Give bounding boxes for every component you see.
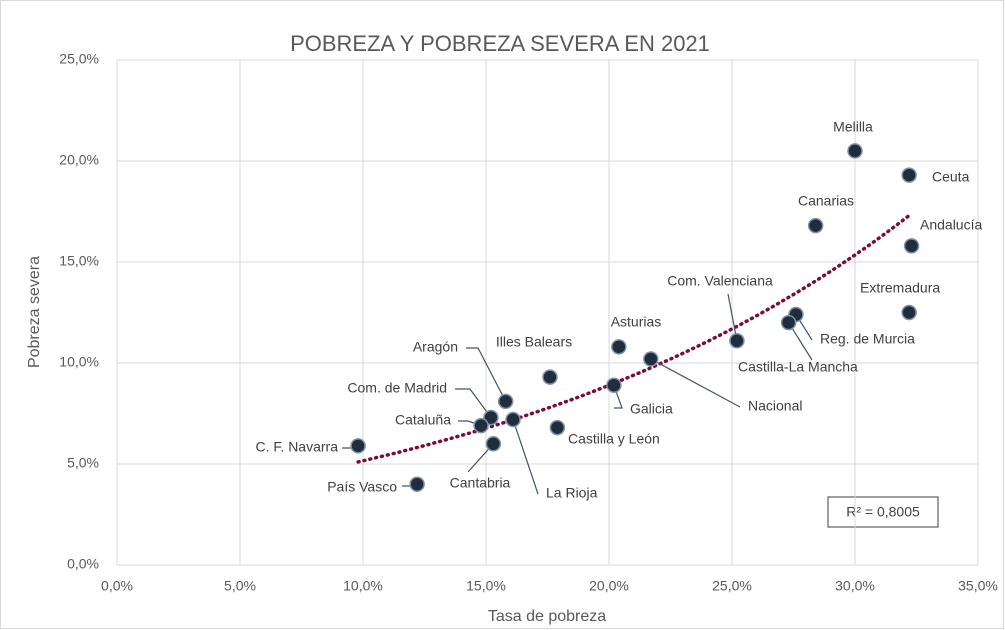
chart-title: POBREZA Y POBREZA SEVERA EN 2021: [290, 31, 710, 56]
point: [780, 314, 797, 331]
leader-line: [466, 347, 507, 402]
x-tick-label: 20,0%: [589, 578, 629, 594]
point: [606, 377, 622, 393]
data-label: Andalucía: [920, 217, 982, 233]
data-label: Extremadura: [860, 280, 940, 296]
data-label: Reg. de Murcia: [820, 331, 915, 347]
y-tick-label: 5,0%: [67, 455, 99, 471]
data-label: Galicia: [630, 401, 673, 417]
data-label: País Vasco: [327, 479, 397, 495]
x-tick-label: 5,0%: [224, 578, 256, 594]
data-label: Castilla-La Mancha: [738, 359, 858, 375]
leader-line: [727, 293, 738, 341]
y-tick-label: 25,0%: [59, 51, 99, 67]
data-label: Asturias: [611, 314, 662, 330]
data-label: Cataluña: [395, 412, 451, 428]
point: [483, 409, 499, 426]
data-label: C. F. Navarra: [256, 439, 339, 455]
point: [901, 167, 917, 183]
annotation-box: [827, 496, 939, 528]
y-tick-label: 15,0%: [59, 253, 99, 269]
data-label: Nacional: [748, 398, 802, 414]
x-tick-label: 15,0%: [466, 578, 506, 594]
point: [473, 417, 489, 434]
x-tick-label: 0,0%: [101, 578, 133, 594]
data-label: Castilla y León: [568, 431, 660, 447]
y-tick-label: 0,0%: [67, 556, 99, 572]
x-tick-label: 35,0%: [958, 578, 998, 594]
leader-line: [512, 419, 539, 495]
point: [542, 369, 558, 385]
data-label: Com. de Madrid: [347, 380, 447, 396]
point: [807, 217, 824, 234]
point: [903, 238, 920, 254]
point: [847, 143, 863, 159]
x-tick-label: 10,0%: [343, 578, 383, 594]
data-label: Cantabria: [450, 475, 511, 491]
annotation: R² = 0,8005: [846, 504, 920, 520]
x-tick-label: 30,0%: [835, 578, 875, 594]
point: [497, 393, 514, 410]
point: [409, 476, 425, 492]
data-label: Com. Valenciana: [667, 273, 773, 289]
y-axis-title: Pobreza severa: [26, 256, 43, 368]
y-tick-label: 20,0%: [59, 152, 99, 168]
trendline: [356, 211, 914, 464]
data-label: Aragón: [413, 339, 458, 355]
leader-line: [650, 358, 741, 408]
leader-line: [455, 388, 492, 418]
point: [485, 436, 502, 452]
point: [729, 333, 745, 349]
x-tick-label: 25,0%: [712, 578, 752, 594]
point: [505, 411, 521, 428]
data-label: Canarias: [798, 193, 854, 209]
data-label: Ceuta: [932, 169, 970, 185]
y-tick-label: 10,0%: [59, 354, 99, 370]
data-label: Illes Balears: [496, 334, 572, 350]
point: [901, 304, 917, 321]
point: [611, 339, 627, 355]
data-label: Melilla: [833, 119, 873, 135]
point: [549, 419, 566, 436]
point: [643, 351, 659, 367]
x-axis-title: Tasa de pobreza: [488, 608, 606, 625]
data-label: La Rioja: [546, 485, 598, 501]
leader-line: [613, 385, 623, 409]
point: [350, 438, 366, 454]
